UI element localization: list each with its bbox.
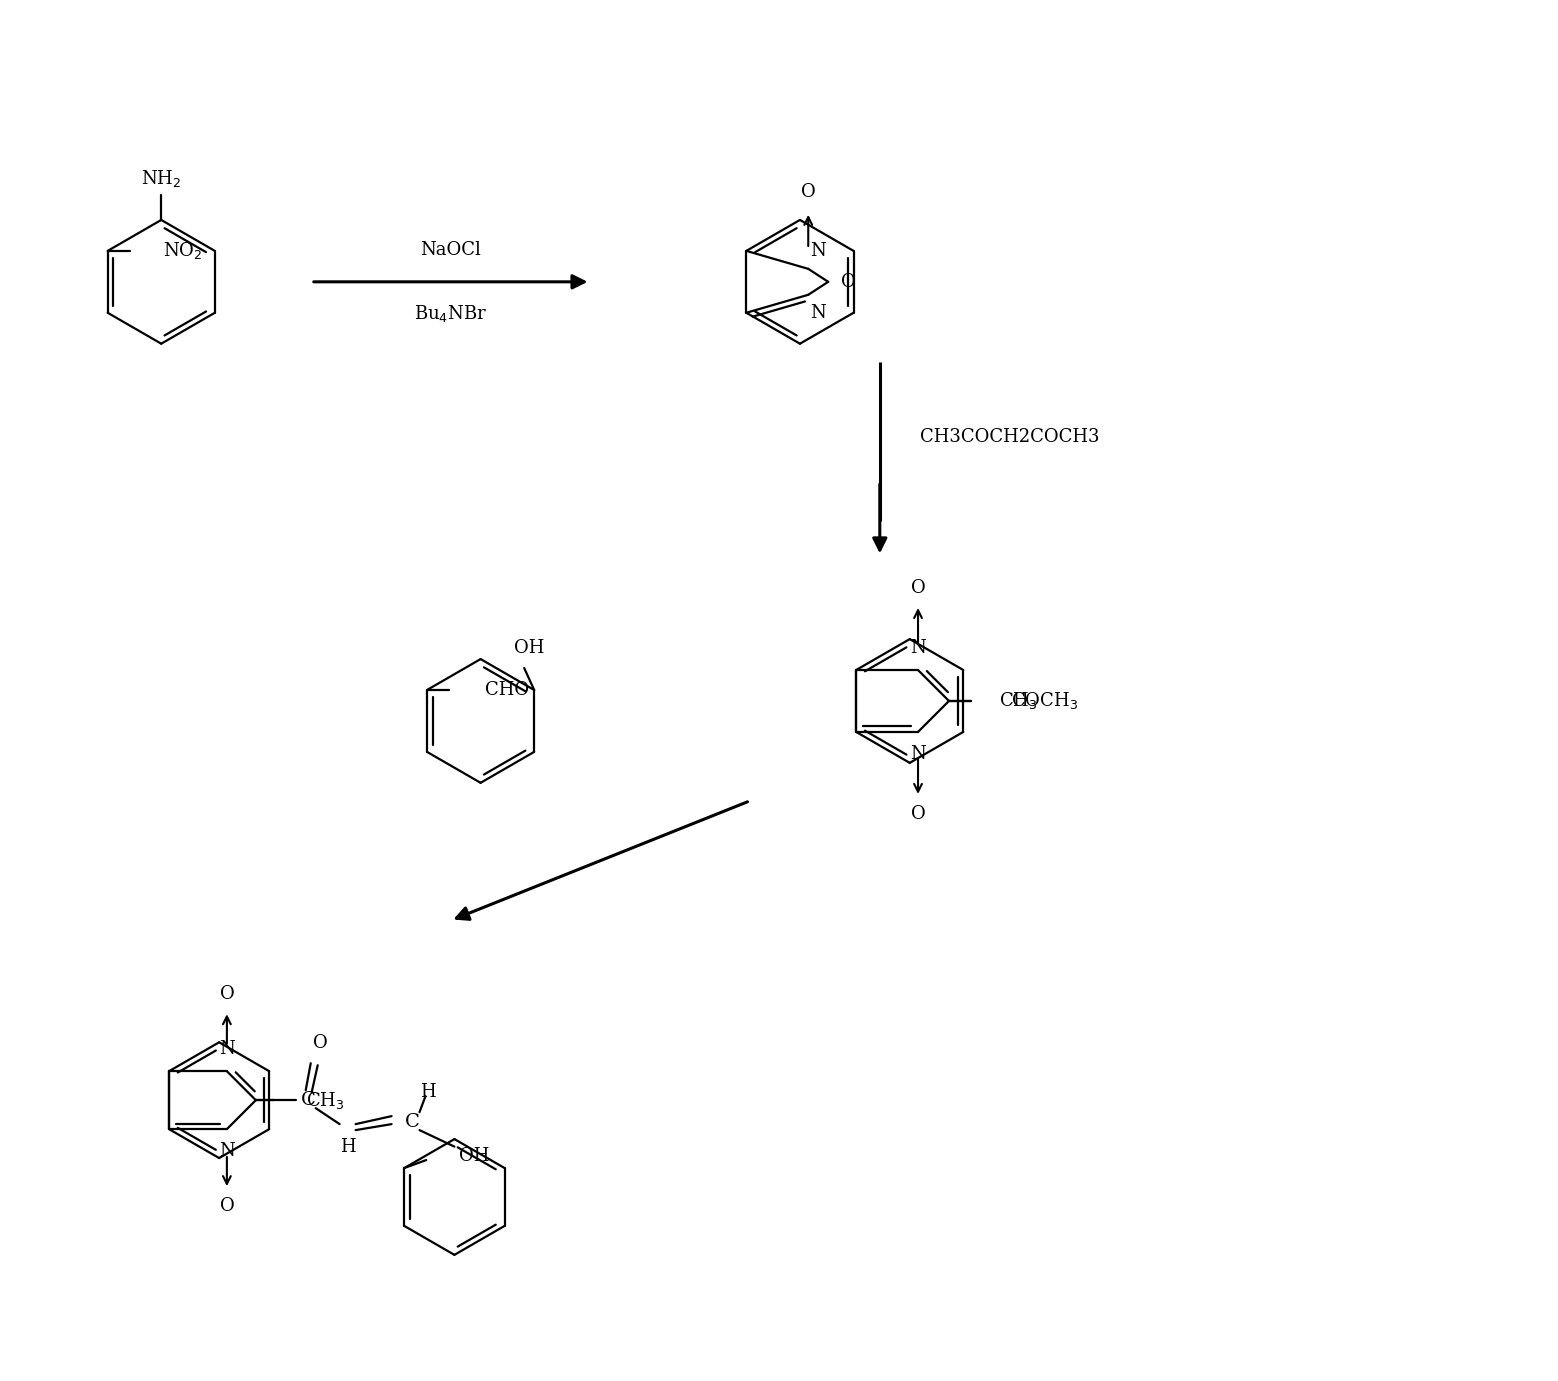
- Text: CH3COCH2COCH3: CH3COCH2COCH3: [919, 428, 1100, 446]
- Text: O: O: [911, 805, 925, 823]
- Text: O: O: [313, 1034, 329, 1052]
- Text: N: N: [220, 1142, 235, 1160]
- Text: O: O: [220, 1197, 234, 1215]
- Text: COCH$_3$: COCH$_3$: [1011, 690, 1078, 711]
- Text: OH: OH: [514, 639, 544, 657]
- Text: OH: OH: [460, 1148, 489, 1166]
- Text: NH$_2$: NH$_2$: [142, 167, 181, 189]
- Text: H: H: [419, 1083, 435, 1101]
- Text: N: N: [810, 304, 826, 322]
- Text: O: O: [911, 579, 925, 597]
- Text: CHO: CHO: [485, 681, 530, 699]
- Text: C: C: [405, 1113, 421, 1131]
- Text: C: C: [301, 1091, 316, 1109]
- Text: CH$_3$: CH$_3$: [305, 1090, 344, 1110]
- Text: CH$_3$: CH$_3$: [999, 690, 1038, 711]
- Text: N: N: [910, 744, 925, 762]
- Text: NaOCl: NaOCl: [421, 240, 481, 258]
- Text: NO$_2$: NO$_2$: [162, 240, 203, 261]
- Text: O: O: [220, 986, 234, 1004]
- Text: H: H: [340, 1138, 355, 1156]
- Text: N: N: [810, 242, 826, 260]
- Text: O: O: [841, 273, 855, 291]
- Text: N: N: [910, 639, 925, 657]
- Text: N: N: [220, 1040, 235, 1058]
- Text: O: O: [801, 184, 816, 202]
- Text: Bu$_4$NBr: Bu$_4$NBr: [414, 304, 488, 325]
